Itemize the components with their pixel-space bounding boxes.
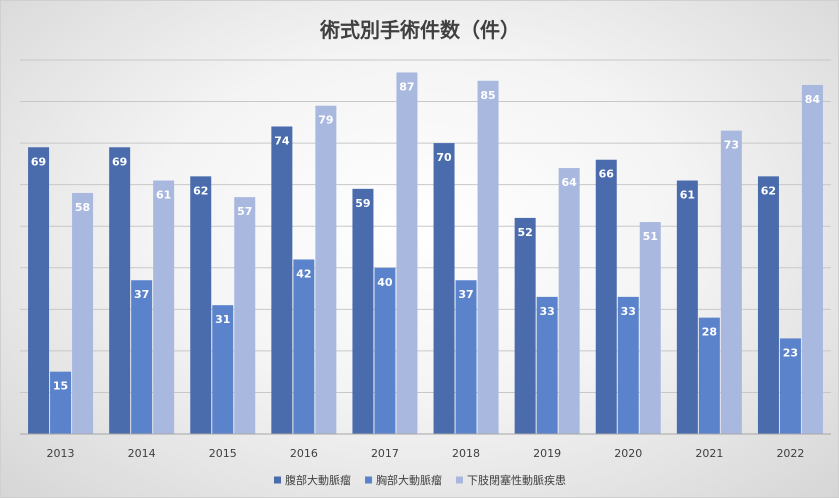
data-label: 87: [399, 80, 414, 93]
data-label: 52: [517, 226, 532, 239]
data-label: 74: [274, 134, 290, 147]
bar: [50, 371, 72, 434]
chart-title: 術式別手術件数（件）: [319, 18, 520, 42]
bar: [536, 296, 558, 434]
data-label: 51: [643, 230, 658, 243]
legend: 腹部大動脈瘤 胸部大動脈瘤 下肢閉塞性動脈疾患: [274, 473, 566, 487]
x-tick-label: 2016: [290, 447, 318, 460]
bar: [433, 143, 455, 434]
data-label: 69: [31, 155, 46, 168]
x-tick-label: 2022: [776, 447, 804, 460]
bar: [374, 267, 396, 434]
x-tick-label: 2015: [209, 447, 237, 460]
data-label: 15: [53, 380, 68, 393]
bar: [676, 180, 698, 434]
data-label: 79: [318, 114, 333, 127]
x-tick-label: 2013: [47, 447, 75, 460]
bar: [455, 280, 477, 434]
data-label: 66: [599, 168, 615, 181]
bar: [617, 296, 639, 434]
bar: [801, 84, 823, 434]
data-label: 40: [377, 276, 393, 289]
data-label: 84: [805, 93, 821, 106]
legend-swatch: [274, 476, 281, 484]
legend-label: 腹部大動脈瘤: [285, 473, 351, 487]
data-label: 61: [680, 189, 695, 202]
data-label: 85: [480, 89, 495, 102]
bar: [698, 317, 720, 434]
bar: [595, 159, 617, 434]
bar: [131, 280, 153, 434]
data-label: 61: [156, 189, 171, 202]
bars: [28, 72, 823, 435]
x-tick-label: 2017: [371, 447, 399, 460]
bar: [72, 192, 94, 434]
x-tick-label: 2021: [695, 447, 723, 460]
bar: [190, 176, 212, 434]
bar: [396, 72, 418, 434]
x-tick-label: 2018: [452, 447, 480, 460]
bar: [720, 130, 742, 434]
data-label: 31: [215, 313, 230, 326]
legend-label: 下肢閉塞性動脈疾患: [467, 473, 566, 487]
x-tick-label: 2014: [128, 447, 156, 460]
bar: [477, 80, 499, 435]
data-label: 23: [783, 346, 798, 359]
data-label: 62: [193, 184, 208, 197]
data-label: 37: [458, 288, 473, 301]
data-label: 42: [296, 267, 311, 280]
legend-swatch: [365, 476, 372, 484]
data-label: 58: [75, 201, 90, 214]
bar: [514, 217, 536, 434]
bar: [293, 259, 315, 434]
data-label: 69: [112, 155, 127, 168]
bar: [639, 222, 661, 434]
bar: [271, 126, 293, 434]
data-label: 33: [539, 305, 554, 318]
x-tick-label: 2019: [533, 447, 561, 460]
data-label: 64: [561, 176, 577, 189]
bar: [234, 197, 256, 434]
bar: [558, 168, 580, 435]
bar: [315, 105, 337, 434]
legend-swatch: [456, 476, 463, 484]
bar: [757, 176, 779, 434]
bar: [153, 180, 175, 434]
bar: [779, 338, 801, 434]
data-label: 73: [724, 139, 739, 152]
data-label: 62: [761, 184, 776, 197]
x-tick-label: 2020: [614, 447, 642, 460]
data-label: 28: [702, 326, 717, 339]
bar: [109, 147, 131, 434]
data-labels: 69 15 58 69 37 61 62 31 57 74 42 79 59 40 87 70 37 85 52 33…: [31, 80, 821, 392]
legend-label: 胸部大動脈瘤: [376, 473, 442, 487]
data-label: 37: [134, 288, 149, 301]
data-label: 70: [436, 151, 452, 164]
bar: [352, 188, 374, 434]
bar: [212, 305, 234, 434]
x-axis: 2013 2014 2015 2016 2017 2018 2019 2020 2021 2022: [20, 433, 831, 460]
data-label: 59: [355, 197, 370, 210]
bar: [28, 147, 50, 434]
data-label: 33: [621, 305, 636, 318]
data-label: 57: [237, 205, 252, 218]
